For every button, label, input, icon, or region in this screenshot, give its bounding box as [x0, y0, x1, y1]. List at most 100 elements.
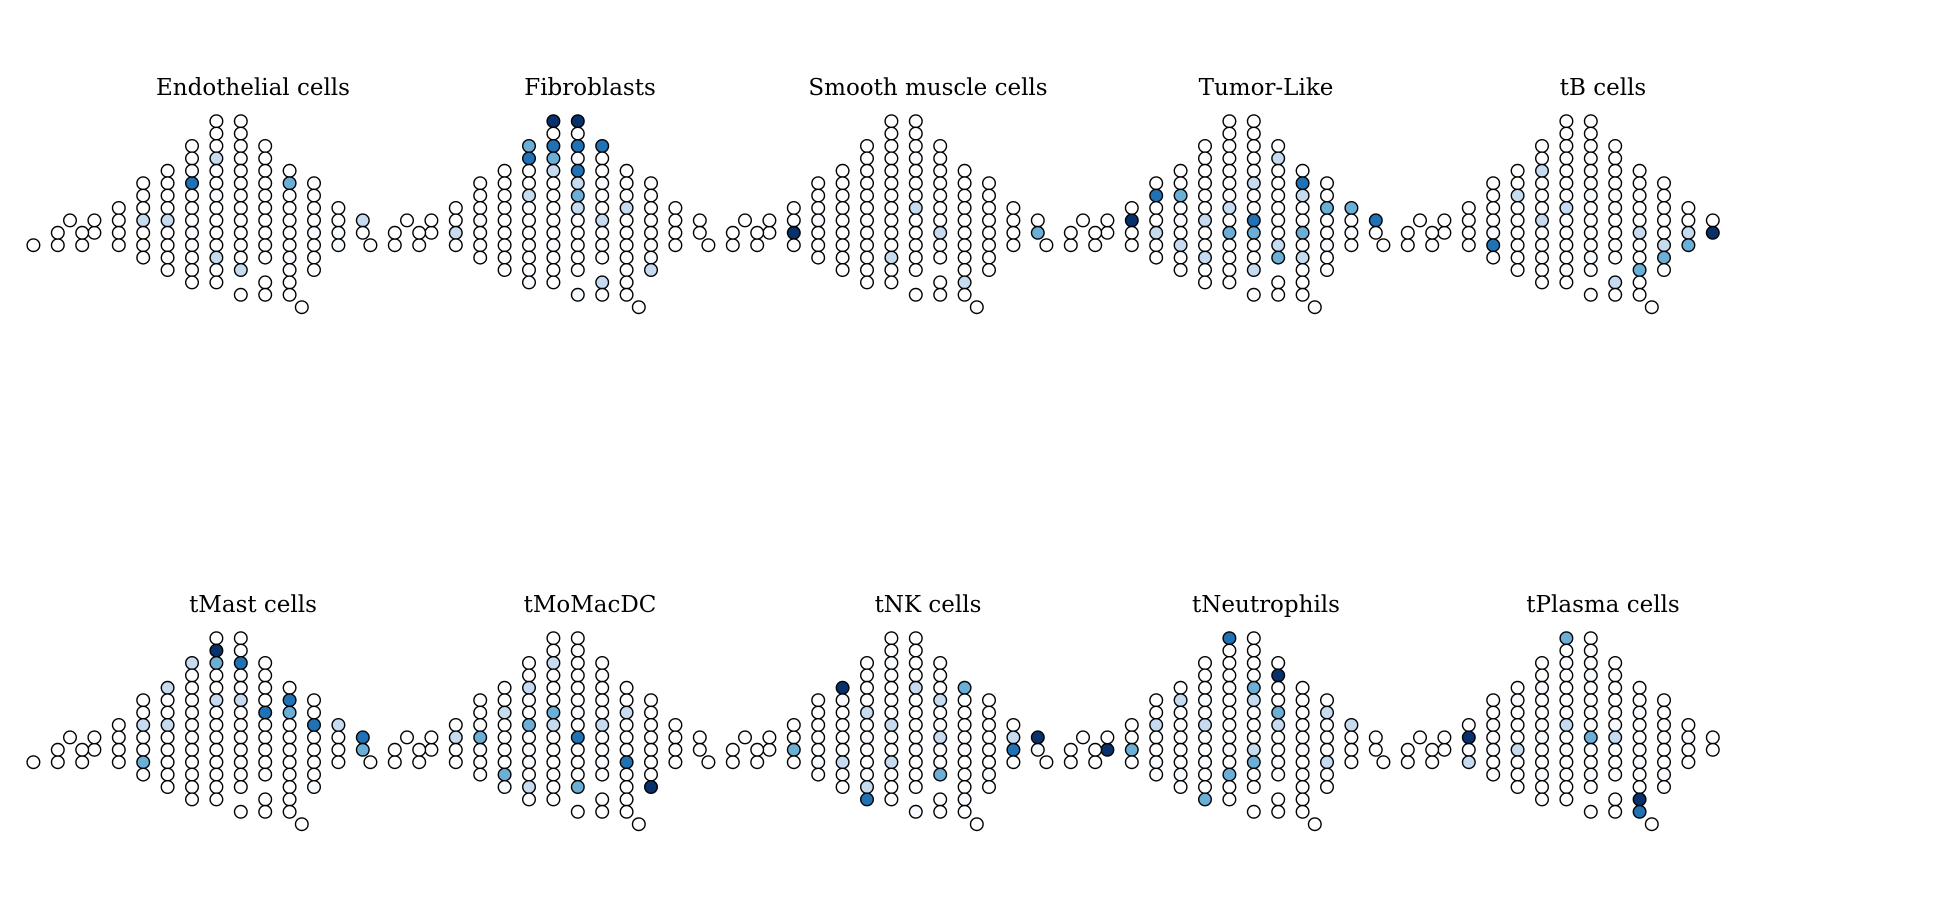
spot — [522, 275, 537, 290]
spot — [331, 225, 346, 240]
spot — [860, 792, 875, 807]
spot — [1173, 730, 1188, 745]
spot — [473, 188, 488, 203]
spot — [1534, 693, 1549, 708]
spot — [1559, 705, 1574, 720]
spot-panel — [363, 114, 707, 315]
spot — [1124, 225, 1139, 240]
spot — [1510, 693, 1525, 708]
spot — [595, 138, 610, 153]
spot — [884, 680, 899, 695]
spot — [619, 780, 634, 795]
spot — [209, 631, 224, 646]
spot — [933, 200, 948, 215]
spot — [786, 213, 801, 228]
spot — [1222, 250, 1237, 265]
spot — [522, 250, 537, 265]
spot — [1197, 730, 1212, 745]
spot — [1656, 730, 1671, 745]
spot — [644, 213, 659, 228]
spot — [908, 742, 923, 757]
spot — [1295, 742, 1310, 757]
spot — [595, 188, 610, 203]
spot — [1656, 200, 1671, 215]
spot — [1271, 767, 1286, 782]
spot — [522, 730, 537, 745]
spot — [1319, 225, 1334, 240]
spot — [1197, 213, 1212, 228]
spot — [1583, 213, 1598, 228]
spot — [1559, 188, 1574, 203]
spot — [50, 238, 65, 253]
spot — [1197, 176, 1212, 191]
spot — [136, 755, 151, 770]
spot — [546, 138, 561, 153]
spot — [355, 742, 370, 757]
spot — [160, 680, 175, 695]
spot — [835, 263, 850, 278]
spot — [209, 263, 224, 278]
spot — [546, 163, 561, 178]
spot — [307, 755, 322, 770]
spot — [1486, 176, 1501, 191]
spot — [1222, 742, 1237, 757]
spot — [860, 730, 875, 745]
spot — [1656, 250, 1671, 265]
spot — [1246, 705, 1261, 720]
spot — [1608, 238, 1623, 253]
spot — [233, 126, 248, 141]
panel-title: Smooth muscle cells — [808, 75, 1047, 101]
spot — [522, 668, 537, 683]
spot — [1246, 213, 1261, 228]
spot — [160, 176, 175, 191]
spot — [570, 200, 585, 215]
spot — [184, 668, 199, 683]
spot — [1222, 275, 1237, 290]
spot — [1559, 250, 1574, 265]
spot — [1063, 742, 1078, 757]
spot — [1486, 250, 1501, 265]
spot — [884, 250, 899, 265]
spot — [1271, 287, 1286, 302]
spot — [184, 275, 199, 290]
spot — [1681, 718, 1696, 733]
spot — [184, 225, 199, 240]
spot — [860, 767, 875, 782]
spot — [233, 767, 248, 782]
spot — [136, 188, 151, 203]
spot — [786, 742, 801, 757]
spot — [1644, 300, 1659, 315]
spot — [933, 730, 948, 745]
spot — [209, 275, 224, 290]
spot — [908, 163, 923, 178]
spot — [692, 742, 707, 757]
spot — [1510, 730, 1525, 745]
spot — [1319, 730, 1334, 745]
spot — [1559, 730, 1574, 745]
spot — [835, 730, 850, 745]
spot — [1656, 693, 1671, 708]
spot — [1063, 238, 1078, 253]
spot — [1632, 742, 1647, 757]
spot — [644, 693, 659, 708]
spot — [1295, 275, 1310, 290]
spot — [933, 176, 948, 191]
spot — [1344, 718, 1359, 733]
spot — [1608, 742, 1623, 757]
spot — [1632, 225, 1647, 240]
spot — [1246, 200, 1261, 215]
spot — [1271, 656, 1286, 671]
spot — [1486, 742, 1501, 757]
spot — [258, 250, 273, 265]
spot — [1510, 680, 1525, 695]
spot — [957, 275, 972, 290]
spot — [1400, 225, 1415, 240]
spot — [1319, 755, 1334, 770]
spot — [497, 200, 512, 215]
spot — [1608, 275, 1623, 290]
spot — [1632, 718, 1647, 733]
spot — [957, 250, 972, 265]
spot — [1319, 705, 1334, 720]
spot — [957, 767, 972, 782]
spot — [570, 705, 585, 720]
